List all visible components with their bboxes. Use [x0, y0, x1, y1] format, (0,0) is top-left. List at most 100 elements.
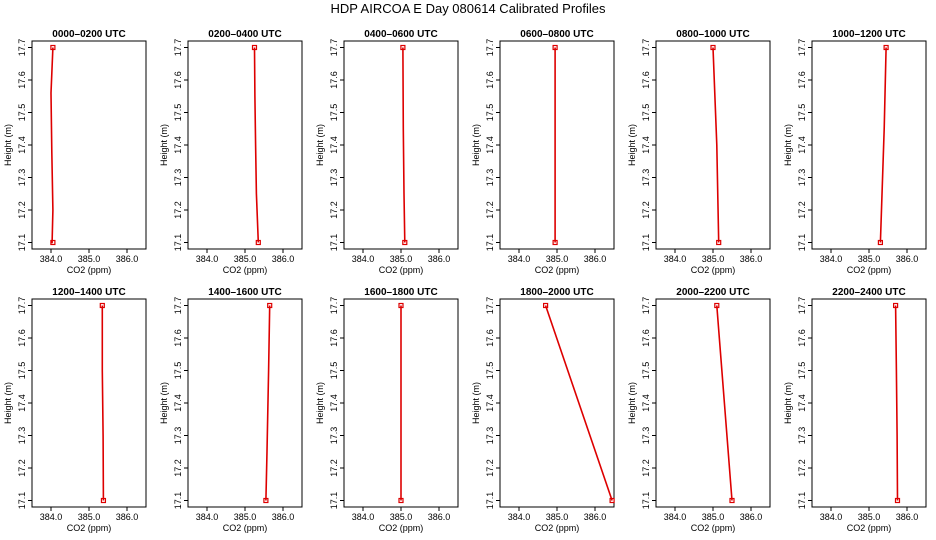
x-axis-label: CO2 (ppm): [223, 523, 268, 533]
y-tick-label: 17.7: [173, 39, 183, 57]
x-axis-label: CO2 (ppm): [535, 265, 580, 275]
y-axis-label: Height (m): [627, 382, 637, 424]
profile-line: [50, 47, 54, 244]
y-tick-label: 17.6: [797, 71, 807, 89]
panel-title: 0800–1000 UTC: [676, 29, 749, 40]
y-tick-label: 17.2: [17, 201, 27, 219]
x-axis-label: CO2 (ppm): [67, 265, 112, 275]
profile-point: [398, 497, 404, 504]
y-tick-label: 17.1: [17, 492, 27, 510]
panel-title: 0000–0200 UTC: [52, 29, 125, 40]
x-axis-label: CO2 (ppm): [691, 523, 736, 533]
x-tick-label: 384.0: [664, 512, 687, 522]
y-tick-label: 17.1: [797, 234, 807, 252]
x-tick-label: 385.0: [858, 512, 881, 522]
plot-frame: [343, 40, 459, 250]
x-tick-label: 386.0: [428, 512, 451, 522]
y-tick-label: 17.6: [173, 329, 183, 347]
y-tick-label: 17.4: [641, 394, 651, 412]
y-tick-label: 17.7: [485, 297, 495, 315]
y-tick-label: 17.6: [797, 329, 807, 347]
y-tick-label: 17.5: [329, 104, 339, 122]
panel-title: 1600–1800 UTC: [364, 287, 437, 298]
y-tick-label: 17.5: [17, 362, 27, 380]
profile-line: [402, 47, 406, 243]
y-tick-label: 17.5: [17, 104, 27, 122]
x-tick-label: 385.0: [234, 254, 257, 264]
plot-frame: [31, 40, 147, 250]
x-tick-label: 386.0: [272, 512, 295, 522]
panel-title: 0600–0800 UTC: [520, 29, 593, 40]
profile-point: [552, 44, 558, 51]
y-tick-label: 17.4: [485, 394, 495, 412]
y-tick-label: 17.3: [17, 427, 27, 445]
y-tick-label: 17.4: [173, 394, 183, 412]
y-tick-label: 17.3: [641, 169, 651, 187]
x-tick-label: 385.0: [546, 512, 569, 522]
y-tick-label: 17.7: [17, 39, 27, 57]
y-tick-label: 17.4: [641, 136, 651, 154]
y-tick-label: 17.3: [173, 169, 183, 187]
x-tick-label: 385.0: [78, 254, 101, 264]
x-axis-label: CO2 (ppm): [223, 265, 268, 275]
profile-line: [544, 305, 613, 501]
x-axis-label: CO2 (ppm): [847, 523, 892, 533]
x-tick-label: 386.0: [740, 254, 763, 264]
panel-title: 1200–1400 UTC: [52, 287, 125, 298]
y-tick-label: 17.6: [641, 329, 651, 347]
x-axis-label: CO2 (ppm): [535, 523, 580, 533]
y-tick-label: 17.7: [329, 297, 339, 315]
y-tick-label: 17.6: [485, 329, 495, 347]
panel-1: 0000–0200 UTC 384.0 385.0 386.0 17.1 17.2 17.3…: [3, 29, 147, 275]
x-tick-label: 384.0: [196, 512, 219, 522]
profile-line: [879, 47, 887, 243]
plot-frame: [187, 298, 303, 508]
y-tick-label: 17.5: [641, 362, 651, 380]
y-tick-label: 17.3: [173, 427, 183, 445]
x-tick-label: 386.0: [896, 254, 919, 264]
panel-10: 1800–2000 UTC 384.0 385.0 386.0 17.1 17.2 17.3…: [471, 287, 615, 533]
panel-5: 0800–1000 UTC 384.0 385.0 386.0 17.1 17.2 17.3…: [627, 29, 771, 275]
y-axis-label: Height (m): [315, 124, 325, 166]
y-tick-label: 17.2: [329, 201, 339, 219]
x-tick-label: 384.0: [352, 512, 375, 522]
profile-point: [100, 497, 107, 504]
profile-point: [552, 239, 558, 246]
x-tick-label: 385.0: [546, 254, 569, 264]
profile-point: [267, 302, 273, 309]
y-tick-label: 17.4: [329, 136, 339, 154]
y-tick-label: 17.2: [17, 459, 27, 477]
x-tick-label: 386.0: [116, 254, 139, 264]
y-tick-label: 17.6: [173, 71, 183, 89]
profile-point: [398, 302, 404, 309]
y-tick-label: 17.1: [485, 234, 495, 252]
y-tick-label: 17.2: [641, 201, 651, 219]
profile-point: [263, 497, 269, 504]
y-tick-label: 17.5: [173, 362, 183, 380]
panel-title: 0400–0600 UTC: [364, 29, 437, 40]
x-axis-label: CO2 (ppm): [847, 265, 892, 275]
y-axis-label: Height (m): [783, 124, 793, 166]
y-tick-label: 17.2: [173, 201, 183, 219]
profile-point: [883, 44, 889, 51]
panel-8: 1400–1600 UTC 384.0 385.0 386.0 17.1 17.2 17.3…: [159, 287, 303, 533]
x-axis-label: CO2 (ppm): [379, 265, 424, 275]
profile-line: [894, 305, 899, 501]
panel-4: 0600–0800 UTC 384.0 385.0 386.0 17.1 17.2 17.3…: [471, 29, 615, 275]
x-tick-label: 384.0: [40, 254, 63, 264]
profile-point: [710, 44, 716, 51]
y-tick-label: 17.1: [173, 234, 183, 252]
plot-frame: [31, 298, 147, 508]
profile-point: [542, 302, 549, 309]
profile-line: [265, 305, 271, 501]
y-tick-label: 17.2: [173, 459, 183, 477]
y-tick-label: 17.6: [329, 329, 339, 347]
profile-point: [50, 239, 56, 246]
profile-line: [716, 305, 733, 501]
panels: 0000–0200 UTC 384.0 385.0 386.0 17.1 17.2 17.3…: [3, 29, 927, 533]
x-axis-label: CO2 (ppm): [691, 265, 736, 275]
x-tick-label: 384.0: [508, 512, 531, 522]
y-axis-label: Height (m): [471, 124, 481, 166]
y-tick-label: 17.2: [641, 459, 651, 477]
